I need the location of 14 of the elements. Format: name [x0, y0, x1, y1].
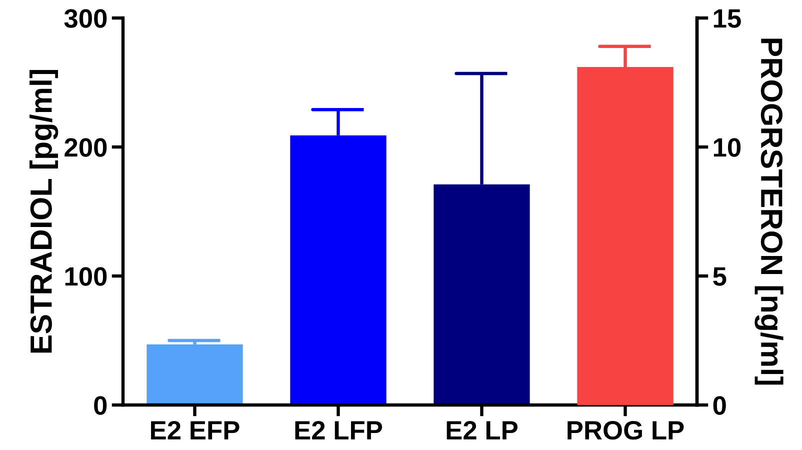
y2-tick-label: 0: [713, 396, 726, 415]
y-tick-label: 300: [64, 9, 107, 28]
y-tick-label: 0: [94, 396, 107, 415]
y2-tick-label: 10: [714, 138, 741, 157]
y2-tick-label: 15: [714, 9, 741, 28]
x-tick-label: E2 EFP: [151, 420, 240, 440]
y2-axis-title: PROGRSTERON [ng/ml]: [754, 38, 784, 385]
x-tick-label: PROG LP: [568, 420, 684, 440]
y-tick-label: 100: [65, 267, 107, 286]
y-tick-label: 200: [64, 138, 107, 157]
y2-tick-label: 5: [713, 267, 726, 286]
y-axis-title: ESTRADIOL [pg/ml]: [30, 70, 58, 353]
x-tick-label: E2 LP: [446, 420, 518, 440]
x-tick-label: E2 LFP: [295, 420, 382, 440]
